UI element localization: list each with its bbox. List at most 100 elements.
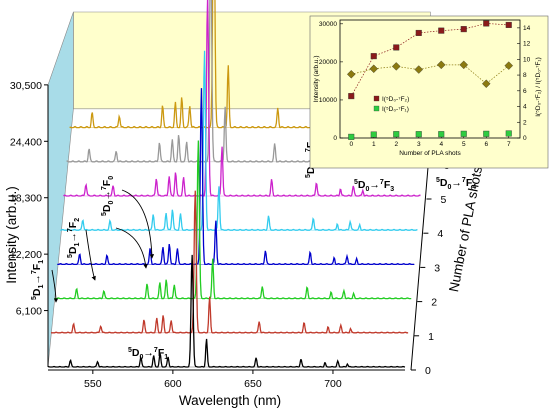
inset-y2-tick-label: 14: [523, 25, 531, 32]
x-axis-title: Wavelength (nm): [179, 393, 281, 408]
inset-x-tick-label: 1: [372, 141, 376, 148]
inset-legend-label: I(⁵D₀-⁷F₁): [382, 106, 409, 113]
inset-series-line: [351, 64, 509, 85]
inset-intensity-marker: [460, 130, 467, 137]
inset-intensity-marker: [438, 27, 445, 34]
inset-intensity-marker: [393, 131, 400, 138]
spectrum-line-shots-3: [57, 88, 415, 266]
inset-ratio-marker: [346, 69, 356, 79]
spectrum-line-shots-5: [63, 0, 421, 197]
transition-label-part: D: [31, 288, 43, 296]
transition-label-part: 5: [101, 212, 108, 216]
annotation-arrow: [85, 229, 96, 281]
inset-x-tick-label: 2: [394, 141, 398, 148]
transition-label-part: 0: [108, 176, 115, 180]
y-axis-title: Intensity (arb.u.): [4, 186, 19, 284]
transition-label-part: 0: [366, 186, 370, 193]
transition-label: 5D0→7F1: [128, 347, 168, 361]
z-tick-label: 3: [434, 262, 440, 274]
transition-label: 5D0→7F4: [436, 177, 476, 191]
transition-label-part: F: [101, 179, 113, 186]
inset-x-tick-label: 6: [484, 141, 488, 148]
inset-y-axis-title: Intensity (arb.u.): [313, 56, 320, 103]
transition-label-part: D: [67, 246, 79, 254]
inset-intensity-marker: [370, 131, 377, 138]
inset-y-tick-label: 30000: [319, 21, 337, 28]
transition-label-part: 5: [31, 296, 38, 300]
annotation-arrow: [115, 227, 148, 269]
inset-y2-tick-label: 2: [523, 119, 527, 126]
inset-y2-axis-title: I(⁵D₀-⁷F₂) / I(⁵D₀-⁷F₁): [535, 57, 542, 117]
transition-label-part: →: [369, 179, 380, 191]
inset-intensity-marker: [483, 20, 490, 27]
transition-label-part: 5: [305, 174, 312, 178]
transition-label-part: 7: [305, 148, 312, 152]
y-tick-label: 24,400: [10, 136, 42, 148]
inset-ratio-marker: [481, 79, 491, 89]
inset-x-tick-label: 3: [417, 141, 421, 148]
inset-series-line: [350, 23, 509, 97]
inset-intensity-marker: [505, 130, 512, 137]
transition-label-part: 5: [436, 177, 440, 184]
transition-label-part: →: [143, 347, 154, 359]
inset-plot-frame: [339, 19, 521, 139]
inset-y2-tick-label: 8: [523, 72, 527, 79]
inset-y-tick-label: 20000: [319, 59, 337, 66]
transition-label-part: 1: [74, 243, 81, 247]
inset-x-axis-title: Number of PLA shots: [399, 150, 461, 157]
z-tick-label: 4: [437, 228, 443, 240]
y-tick-label: 12,200: [10, 249, 42, 261]
z-tick-label: 5: [441, 194, 447, 206]
transition-label-part: 4: [472, 184, 476, 191]
inset-y2-tick-label: 6: [523, 88, 527, 95]
z-tick-label: 2: [431, 297, 437, 309]
transition-label-part: →: [67, 232, 79, 243]
transition-label-part: 1: [38, 260, 45, 264]
inset-ratio-marker: [391, 62, 401, 71]
inset-x-tick-label: 5: [462, 141, 466, 148]
transition-label-part: 7: [101, 186, 108, 190]
transition-label-part: 1: [38, 285, 45, 289]
transition-label-part: 0: [140, 354, 144, 361]
transition-label-part: 0: [448, 184, 452, 191]
transition-label-part: D: [440, 177, 448, 189]
inset-intensity-marker: [370, 53, 377, 60]
transition-label-part: 5: [354, 179, 358, 186]
transition-label-part: 7: [462, 177, 466, 184]
inset-legend-label: I(⁵D₀-⁷F₂): [382, 96, 409, 103]
transition-label-part: 5: [67, 254, 74, 258]
inset-intensity-marker: [460, 26, 467, 33]
annotation-arrow: [51, 269, 59, 303]
transition-label-part: 7: [154, 347, 158, 354]
transition-label-part: D: [358, 179, 366, 191]
transition-label-part: 2: [74, 218, 81, 222]
inset-legend-swatch: [373, 95, 380, 102]
spectrum-line-shots-2: [54, 140, 412, 300]
side-wall: [47, 11, 74, 368]
spectrum-line-shots-4: [60, 50, 418, 231]
transition-label-part: →: [31, 274, 43, 285]
transition-label-part: D: [132, 347, 140, 359]
y-tick-label: 18,300: [10, 193, 42, 205]
inset-y-tick-label: 10000: [319, 97, 337, 104]
inset-y2-tick-label: 0: [523, 135, 527, 142]
y-tick-label: 30,500: [10, 80, 42, 92]
transition-label-part: →: [451, 177, 462, 189]
inset-x-tick-label: 0: [349, 141, 353, 148]
inset-x-tick-label: 7: [507, 141, 511, 148]
inset-legend-swatch: [373, 105, 380, 112]
transition-label-part: F: [67, 221, 79, 228]
transition-label-part: →: [101, 190, 113, 201]
transition-label-part: D: [101, 204, 113, 212]
x-tick-label: 650: [244, 378, 262, 390]
transition-label: 5D0→7F0: [101, 176, 115, 216]
transition-label-part: D: [305, 166, 317, 174]
inset-intensity-marker: [415, 131, 422, 138]
inset-intensity-marker: [393, 44, 400, 51]
transition-label-part: 5: [128, 347, 132, 354]
transition-label-part: 7: [67, 228, 74, 232]
inset-x-tick-label: 4: [439, 141, 443, 148]
inset-intensity-marker: [415, 29, 422, 36]
transition-label: 5D0→7F3: [354, 179, 394, 193]
inset-ratio-marker: [436, 60, 446, 70]
